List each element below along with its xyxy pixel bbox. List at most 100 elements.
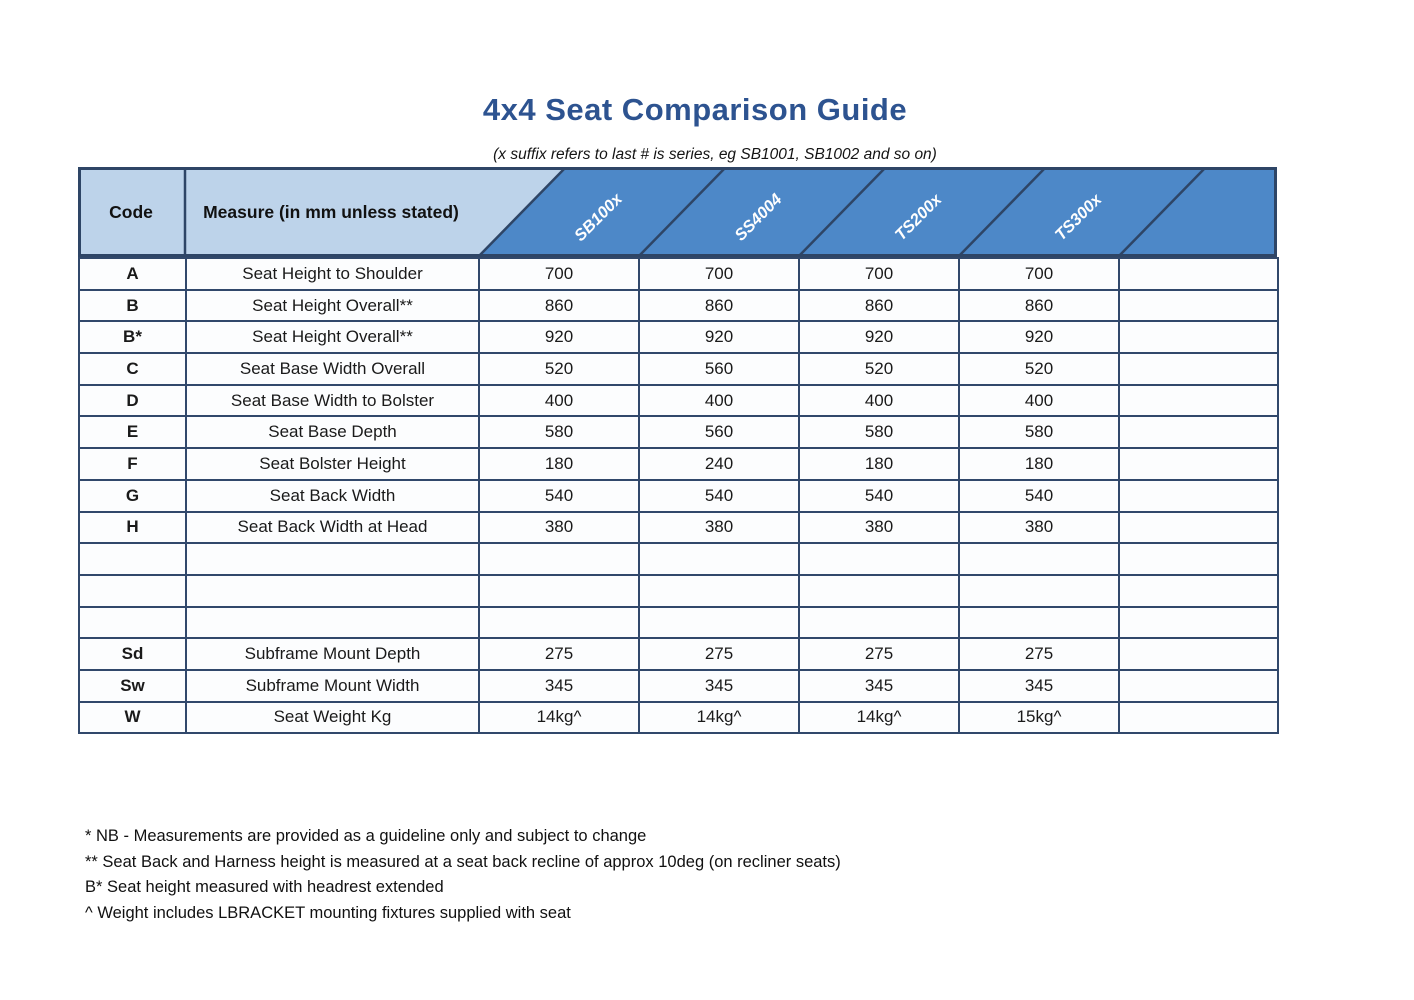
header-diagonal-line — [1117, 167, 1207, 257]
value-cell: 380 — [958, 510, 1120, 545]
value-cell: 700 — [638, 257, 800, 291]
value-cell: 400 — [798, 383, 960, 418]
measure-column-header: Measure (in mm unless stated) — [203, 202, 459, 222]
header-blue-band — [478, 167, 1277, 257]
value-cell: 345 — [638, 668, 800, 703]
value-cell: 15kg^ — [958, 700, 1120, 735]
header-diagonal-line — [957, 167, 1047, 257]
value-cell — [958, 542, 1120, 576]
empty-cell — [1118, 447, 1279, 481]
value-cell: 14kg^ — [638, 700, 800, 735]
empty-cell — [1118, 510, 1279, 545]
code-cell: Sd — [78, 637, 187, 671]
code-cell: F — [78, 447, 187, 481]
value-cell: 380 — [638, 510, 800, 545]
measure-cell: Seat Base Width to Bolster — [185, 383, 480, 418]
measure-cell: Seat Height Overall** — [185, 288, 480, 323]
table-row: Sd Subframe Mount Depth 275 275 275 275 — [78, 637, 1279, 671]
value-cell: 860 — [478, 288, 640, 323]
value-cell: 345 — [798, 668, 960, 703]
value-cell: 275 — [638, 637, 800, 671]
empty-cell — [1118, 478, 1279, 513]
value-cell — [478, 542, 640, 576]
table-row: D Seat Base Width to Bolster 400 400 400… — [78, 383, 1279, 418]
value-cell: 240 — [638, 447, 800, 481]
value-cell — [638, 573, 800, 608]
value-cell: 400 — [478, 383, 640, 418]
measure-cell: Seat Weight Kg — [185, 700, 480, 735]
measure-cell: Seat Base Width Overall — [185, 352, 480, 386]
value-cell: 345 — [958, 668, 1120, 703]
measure-cell: Seat Bolster Height — [185, 447, 480, 481]
value-cell — [638, 542, 800, 576]
empty-cell — [1118, 605, 1279, 640]
empty-cell — [1118, 542, 1279, 576]
value-cell: 560 — [638, 415, 800, 450]
empty-cell — [1118, 700, 1279, 735]
footnote-line: * NB - Measurements are provided as a gu… — [85, 827, 647, 845]
header-diagonal-line — [477, 167, 567, 257]
value-cell: 180 — [958, 447, 1120, 481]
value-cell: 400 — [638, 383, 800, 418]
value-cell: 860 — [638, 288, 800, 323]
code-cell — [78, 605, 187, 640]
value-cell: 920 — [798, 320, 960, 355]
value-cell: 275 — [478, 637, 640, 671]
value-cell — [798, 605, 960, 640]
table-row: Sw Subframe Mount Width 345 345 345 345 — [78, 668, 1279, 703]
code-cell: C — [78, 352, 187, 386]
empty-cell — [1118, 288, 1279, 323]
value-cell: 520 — [478, 352, 640, 386]
empty-cell — [1118, 573, 1279, 608]
value-cell — [478, 573, 640, 608]
table-row: W Seat Weight Kg 14kg^ 14kg^ 14kg^ 15kg^ — [78, 700, 1279, 735]
empty-cell — [1118, 383, 1279, 418]
value-cell: 580 — [958, 415, 1120, 450]
measure-cell: Seat Height to Shoulder — [185, 257, 480, 291]
value-cell: 580 — [478, 415, 640, 450]
footnote-line: B* Seat height measured with headrest ex… — [85, 878, 444, 896]
code-cell: W — [78, 700, 187, 735]
header-outer-border — [78, 167, 1277, 257]
value-cell: 540 — [638, 478, 800, 513]
value-cell: 860 — [958, 288, 1120, 323]
value-cell: 14kg^ — [798, 700, 960, 735]
value-cell: 275 — [798, 637, 960, 671]
code-cell: Sw — [78, 668, 187, 703]
header-light-area — [78, 167, 566, 257]
value-cell — [798, 542, 960, 576]
value-cell: 920 — [958, 320, 1120, 355]
measure-cell: Seat Back Width at Head — [185, 510, 480, 545]
value-cell: 580 — [798, 415, 960, 450]
table-row: B* Seat Height Overall** 920 920 920 920 — [78, 320, 1279, 355]
measure-cell: Seat Back Width — [185, 478, 480, 513]
measure-cell — [185, 605, 480, 640]
measure-cell: Seat Height Overall** — [185, 320, 480, 355]
measure-cell — [185, 573, 480, 608]
empty-cell — [1118, 668, 1279, 703]
value-cell: 520 — [958, 352, 1120, 386]
value-cell: 400 — [958, 383, 1120, 418]
empty-cell — [1118, 320, 1279, 355]
value-cell: 920 — [478, 320, 640, 355]
value-cell: 180 — [798, 447, 960, 481]
code-cell: D — [78, 383, 187, 418]
value-cell: 180 — [478, 447, 640, 481]
page-title: 4x4 Seat Comparison Guide — [482, 92, 908, 127]
value-cell: 540 — [478, 478, 640, 513]
footnotes: * NB - Measurements are provided as a gu… — [85, 824, 841, 926]
value-cell — [798, 573, 960, 608]
measure-cell: Subframe Mount Depth — [185, 637, 480, 671]
header-diagonal-line — [637, 167, 727, 257]
table-row: A Seat Height to Shoulder 700 700 700 70… — [78, 257, 1279, 291]
empty-cell — [1118, 415, 1279, 450]
value-cell: 14kg^ — [478, 700, 640, 735]
table-row: B Seat Height Overall** 860 860 860 860 — [78, 288, 1279, 323]
value-cell: 700 — [478, 257, 640, 291]
code-cell: G — [78, 478, 187, 513]
comparison-table-body: A Seat Height to Shoulder 700 700 700 70… — [78, 257, 1279, 735]
code-cell: E — [78, 415, 187, 450]
code-cell: B* — [78, 320, 187, 355]
value-cell: 275 — [958, 637, 1120, 671]
